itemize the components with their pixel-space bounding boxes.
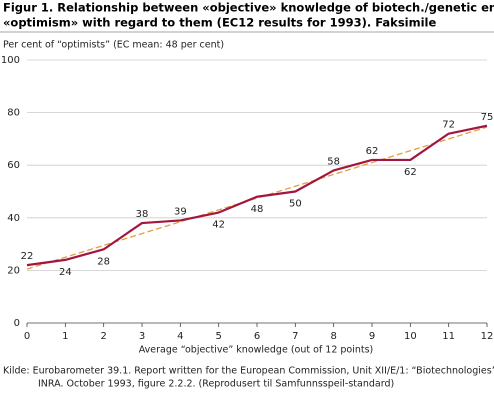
y-tick-label: 0 <box>14 318 20 329</box>
x-tick-label: 5 <box>215 331 221 342</box>
y-tick-label: 100 <box>1 55 20 66</box>
data-label: 28 <box>97 256 110 267</box>
y-tick-label: 20 <box>7 265 20 276</box>
x-tick-label: 11 <box>442 331 455 342</box>
data-label: 62 <box>404 167 417 178</box>
chart-title: Figur 1. Relationship between «objective… <box>3 1 494 15</box>
data-label: 22 <box>21 251 34 262</box>
x-axis-label: Average “objective” knowledge (out of 12… <box>139 345 374 356</box>
y-axis-label: Per cent of “optimists” (EC mean: 48 per… <box>3 40 224 51</box>
data-line <box>26 124 488 267</box>
x-tick-label: 10 <box>404 331 417 342</box>
x-tick-label: 0 <box>24 331 30 342</box>
x-tick-label: 9 <box>369 331 375 342</box>
data-label: 39 <box>174 206 187 217</box>
x-tick-label: 3 <box>139 331 145 342</box>
data-label: 42 <box>212 220 225 231</box>
trend-line <box>26 126 488 270</box>
data-label: 58 <box>327 156 340 167</box>
data-label: 48 <box>251 204 264 215</box>
x-tick-label: 7 <box>292 331 298 342</box>
y-tick-label: 80 <box>7 108 20 119</box>
data-label: 72 <box>442 120 455 131</box>
x-tick-label: 4 <box>177 331 183 342</box>
data-label: 50 <box>289 199 302 210</box>
y-tick-label: 40 <box>7 213 20 224</box>
x-tick-label: 12 <box>481 331 494 342</box>
source: Kilde: Eurobarometer 39.1. Report writte… <box>3 366 494 377</box>
x-tick-label: 6 <box>254 331 260 342</box>
y-tick-label: 60 <box>7 160 20 171</box>
data-label: 75 <box>481 112 494 123</box>
x-tick-label: 1 <box>62 331 68 342</box>
data-label: 62 <box>366 146 379 157</box>
data-label: 38 <box>136 209 149 220</box>
x-tick-label: 8 <box>330 331 336 342</box>
x-tick-label: 2 <box>100 331 106 342</box>
source: INRA. October 1993, figure 2.2.2. (Repro… <box>38 379 394 390</box>
data-label: 24 <box>59 267 72 278</box>
chart-title: «optimism» with regard to them (EC12 res… <box>3 16 436 30</box>
